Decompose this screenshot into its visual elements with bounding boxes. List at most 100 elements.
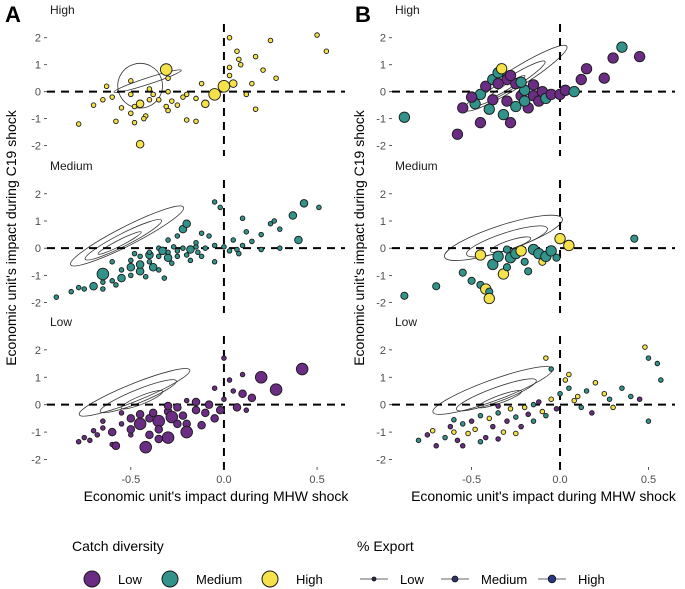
data-point xyxy=(193,118,199,125)
data-point xyxy=(507,406,514,412)
data-point xyxy=(198,253,205,260)
data-point xyxy=(89,281,98,291)
data-point xyxy=(159,63,173,76)
data-point xyxy=(226,377,233,383)
data-point xyxy=(135,410,145,419)
data-point xyxy=(483,103,495,115)
data-point xyxy=(249,80,255,87)
data-point xyxy=(81,434,87,441)
data-point xyxy=(183,397,190,404)
data-point xyxy=(495,403,501,409)
data-point xyxy=(155,267,162,273)
data-point xyxy=(226,248,233,254)
data-point xyxy=(521,404,528,411)
data-point xyxy=(208,88,221,101)
data-point xyxy=(100,425,106,431)
data-point xyxy=(221,355,227,361)
y-tick-label: 0 xyxy=(35,243,41,255)
y-tick-label: -1 xyxy=(376,427,386,439)
y-tick-label: -2 xyxy=(31,455,41,467)
data-point xyxy=(155,253,162,260)
data-point xyxy=(598,72,610,84)
y-tick-label: 2 xyxy=(35,33,41,45)
data-point xyxy=(267,37,274,44)
x-tick-label: 0.0 xyxy=(216,474,231,486)
data-point xyxy=(557,390,563,397)
data-point xyxy=(201,408,210,418)
data-point xyxy=(103,83,110,90)
y-tick-label: 0 xyxy=(380,400,386,412)
legend-export-keys: Low Medium High xyxy=(360,572,605,587)
data-point xyxy=(198,80,205,87)
data-point xyxy=(295,362,309,376)
data-point xyxy=(180,245,186,251)
data-point xyxy=(154,434,163,444)
panel-tag: B xyxy=(355,2,371,27)
data-point xyxy=(150,91,156,98)
data-point xyxy=(165,88,171,95)
facet-medium: Medium 2 1 0 -1 -2 xyxy=(31,159,345,313)
data-point xyxy=(126,425,136,434)
y-tick-label: 2 xyxy=(380,345,386,357)
data-point xyxy=(566,385,572,391)
data-point xyxy=(539,408,546,415)
data-point xyxy=(155,97,162,103)
data-point xyxy=(139,440,152,454)
data-point xyxy=(496,63,508,75)
data-point xyxy=(543,412,549,419)
data-point xyxy=(554,233,566,245)
data-point xyxy=(527,79,540,91)
legend: Catch diversity % Export Low Medium High L… xyxy=(72,538,605,588)
data-point xyxy=(131,103,138,110)
data-point xyxy=(513,414,519,420)
data-point xyxy=(536,399,542,405)
data-point xyxy=(174,233,181,239)
data-point xyxy=(137,253,143,260)
density-contour xyxy=(120,390,164,410)
data-point xyxy=(226,34,233,41)
data-point xyxy=(472,426,478,433)
data-point xyxy=(75,438,82,445)
data-point xyxy=(111,441,121,451)
data-point xyxy=(563,239,575,252)
data-point xyxy=(165,75,171,81)
data-point xyxy=(163,253,173,262)
data-point xyxy=(243,91,250,98)
data-point xyxy=(187,257,194,264)
data-point xyxy=(133,417,147,431)
data-point xyxy=(206,233,212,239)
data-point xyxy=(247,393,257,403)
data-point xyxy=(460,421,466,427)
data-point xyxy=(465,91,478,103)
data-point xyxy=(118,267,125,273)
density-contour xyxy=(477,390,522,409)
facet-medium: Medium 2 1 0 -1 -2 xyxy=(376,159,675,313)
data-point xyxy=(87,437,93,444)
data-point xyxy=(601,390,608,397)
data-point xyxy=(128,110,134,116)
data-point xyxy=(211,259,218,265)
data-point xyxy=(571,397,577,404)
data-point xyxy=(518,423,524,430)
data-point xyxy=(146,259,153,265)
data-point xyxy=(169,98,175,104)
data-point xyxy=(578,404,585,411)
data-point xyxy=(161,275,168,281)
data-point xyxy=(191,405,201,415)
data-point xyxy=(230,388,236,394)
data-point xyxy=(128,272,134,279)
panel-tag: A xyxy=(5,2,21,27)
data-point xyxy=(131,119,138,126)
data-point xyxy=(273,75,279,81)
data-point xyxy=(545,245,557,257)
data-point xyxy=(562,377,569,383)
y-axis-title: Economic unit's impact during C19 shock xyxy=(3,109,19,366)
data-point xyxy=(107,427,117,437)
data-point xyxy=(210,414,219,423)
data-point xyxy=(117,273,126,283)
x-tick-label: -0.5 xyxy=(462,474,481,486)
data-point xyxy=(482,434,489,441)
data-point xyxy=(474,249,487,261)
y-tick-label: -2 xyxy=(31,298,41,310)
y-axis-title: Economic unit's impact during C19 shock xyxy=(351,109,367,366)
